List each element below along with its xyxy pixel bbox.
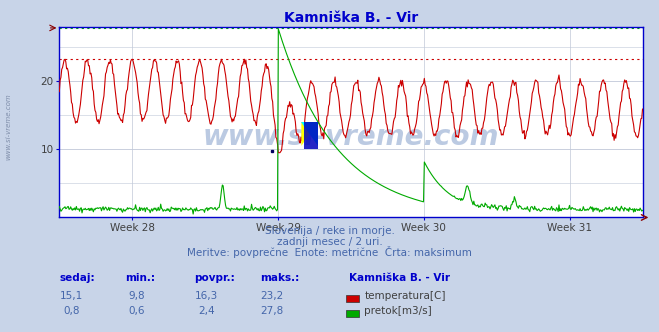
Text: temperatura[C]: temperatura[C] [364, 291, 446, 301]
Text: zadnji mesec / 2 uri.: zadnji mesec / 2 uri. [277, 237, 382, 247]
Text: 9,8: 9,8 [129, 291, 146, 301]
Text: 0,8: 0,8 [63, 306, 80, 316]
Title: Kamniška B. - Vir: Kamniška B. - Vir [284, 11, 418, 25]
Text: Kamniška B. - Vir: Kamniška B. - Vir [349, 273, 450, 283]
Text: povpr.:: povpr.: [194, 273, 235, 283]
Polygon shape [301, 122, 318, 146]
Text: 0,6: 0,6 [129, 306, 146, 316]
Text: sedaj:: sedaj: [59, 273, 95, 283]
Text: 27,8: 27,8 [260, 306, 284, 316]
Text: Meritve: povprečne  Enote: metrične  Črta: maksimum: Meritve: povprečne Enote: metrične Črta:… [187, 246, 472, 258]
Text: www.si-vreme.com: www.si-vreme.com [5, 93, 11, 160]
Bar [304, 122, 318, 149]
Text: www.si-vreme.com: www.si-vreme.com [203, 123, 499, 151]
Polygon shape [301, 122, 318, 146]
Text: 2,4: 2,4 [198, 306, 215, 316]
Text: pretok[m3/s]: pretok[m3/s] [364, 306, 432, 316]
Text: 23,2: 23,2 [260, 291, 284, 301]
Text: Slovenija / reke in morje.: Slovenija / reke in morje. [264, 226, 395, 236]
Text: maks.:: maks.: [260, 273, 300, 283]
Text: min.:: min.: [125, 273, 156, 283]
Text: 16,3: 16,3 [194, 291, 218, 301]
Text: 15,1: 15,1 [59, 291, 83, 301]
